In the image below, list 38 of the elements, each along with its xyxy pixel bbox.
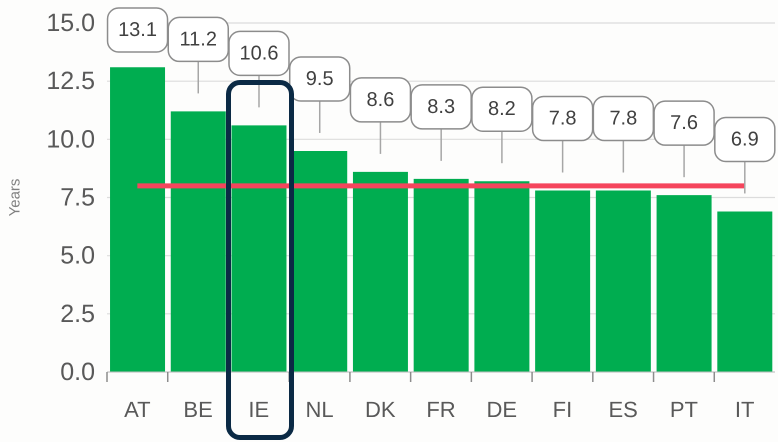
- bar: [110, 67, 166, 372]
- bar: [535, 190, 590, 372]
- y-tick-label: 7.5: [60, 184, 95, 212]
- x-tick-label: AT: [124, 397, 151, 422]
- x-tick-label: DK: [364, 397, 396, 422]
- x-tick-label: IT: [734, 397, 754, 422]
- x-tick-label: IE: [248, 397, 270, 422]
- data-label: 7.8: [548, 108, 577, 130]
- data-label: 13.1: [118, 19, 158, 41]
- y-tick-label: 10.0: [46, 125, 95, 154]
- x-tick-label: BE: [183, 397, 213, 422]
- data-label: 11.2: [180, 28, 217, 50]
- y-tick-label: 12.5: [46, 67, 95, 96]
- data-label: 7.6: [670, 112, 698, 134]
- y-tick-label: 5.0: [60, 242, 95, 270]
- bar: [414, 178, 469, 372]
- data-label: 7.8: [609, 108, 638, 130]
- bar: [656, 195, 712, 372]
- x-tick-label: PT: [670, 397, 698, 422]
- bar: [717, 211, 772, 372]
- data-label: 8.6: [366, 88, 394, 111]
- data-label: 10.6: [240, 42, 278, 64]
- y-tick-label: 15.0: [46, 9, 95, 37]
- x-tick-label: DE: [486, 397, 518, 422]
- bar: [352, 172, 408, 372]
- x-tick-label: FR: [426, 397, 456, 422]
- y-tick-label: 2.5: [60, 300, 95, 328]
- data-label: 8.3: [427, 96, 456, 118]
- y-tick-label: 0.0: [60, 358, 95, 386]
- y-axis-title: Years: [6, 178, 24, 216]
- bar: [596, 190, 651, 372]
- x-tick-label: ES: [608, 397, 638, 422]
- data-label: 6.9: [730, 128, 759, 150]
- data-label: 8.2: [488, 98, 516, 120]
- data-label: 9.5: [306, 68, 334, 90]
- x-tick-label: FI: [552, 397, 572, 422]
- x-tick-label: NL: [305, 397, 334, 422]
- bar: [474, 181, 530, 372]
